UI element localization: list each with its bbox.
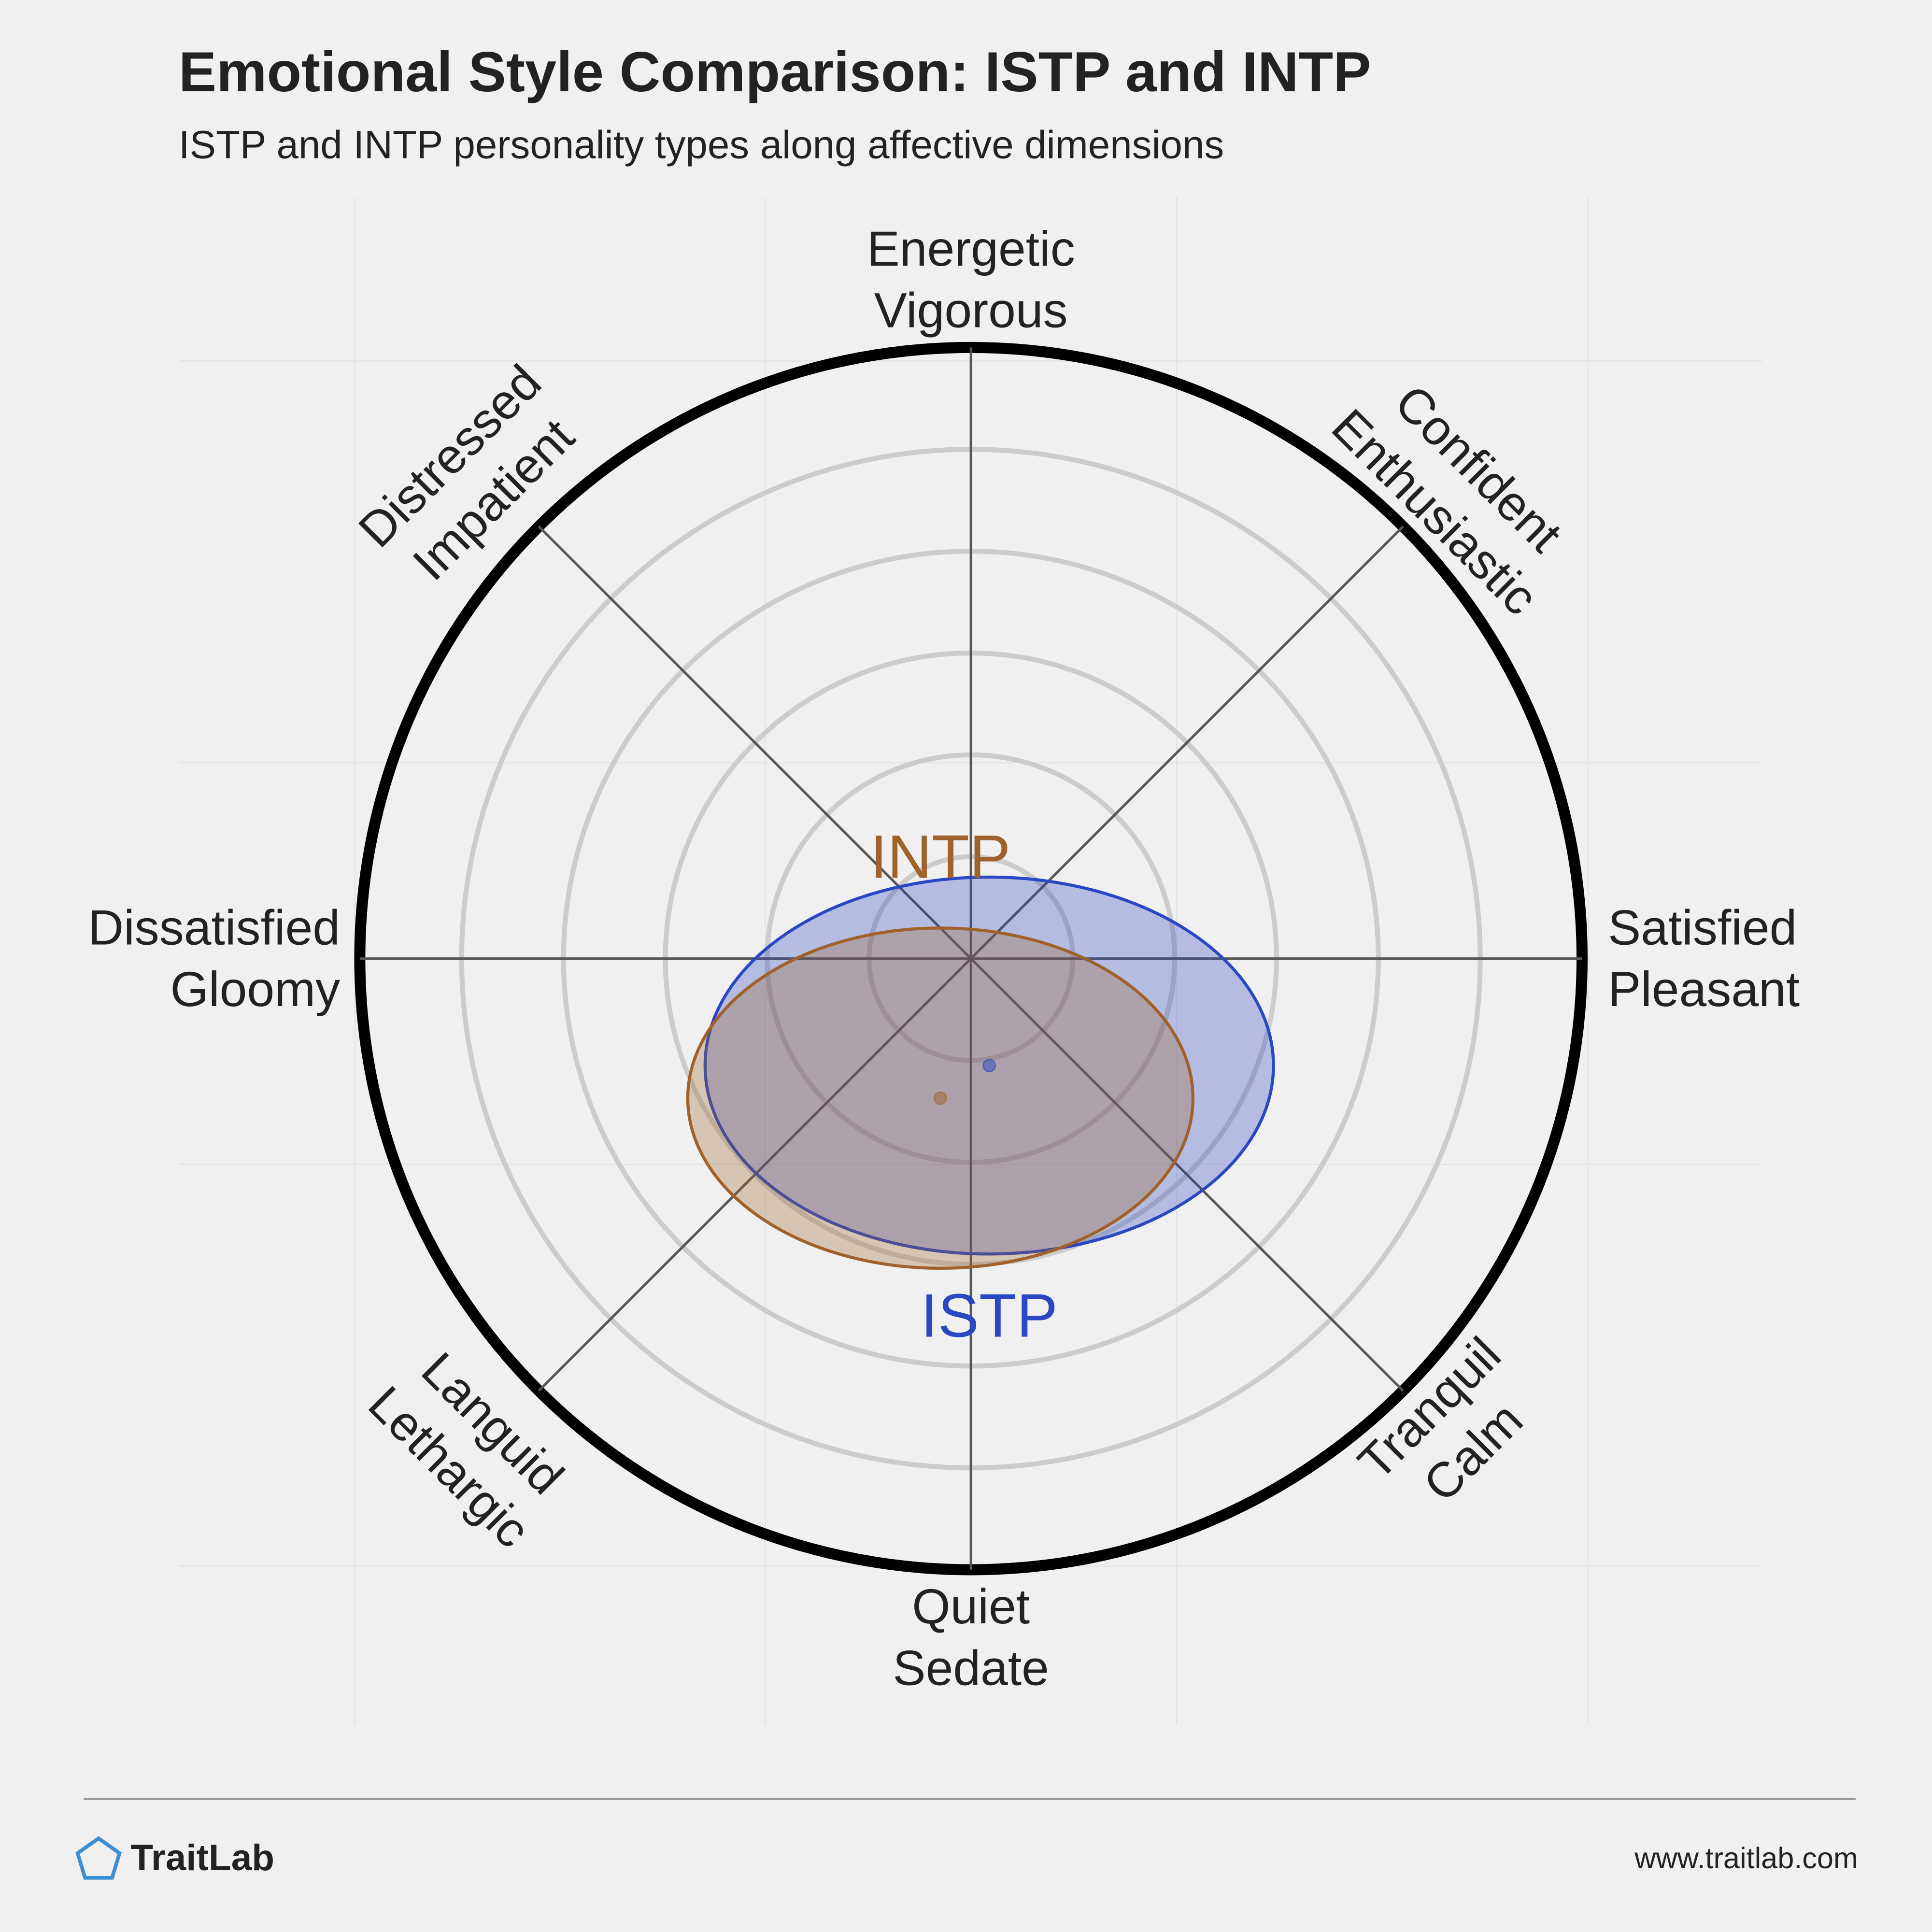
chart-title: Emotional Style Comparison: ISTP and INT…: [179, 40, 1371, 103]
axis-label-line: Quiet: [912, 1579, 1030, 1634]
axis-label: Dissatisfied Gloomy: [88, 900, 340, 1017]
axis-line: [538, 526, 1404, 1392]
series-label: ISTP: [921, 1282, 1058, 1350]
plot: EnergeticVigorousConfidentEnthusiasticSa…: [88, 221, 1800, 1696]
series-center: [933, 1091, 947, 1105]
axis-label-line: Energetic: [867, 221, 1075, 276]
series-center: [982, 1059, 996, 1073]
axis-label: Quiet Sedate: [893, 1579, 1049, 1696]
axis-label: Satisfied Pleasant: [1608, 900, 1800, 1017]
axis-label-line: Satisfied: [1608, 900, 1797, 955]
axis-label-line: Vigorous: [874, 283, 1068, 338]
axis-label-line: Gloomy: [170, 962, 341, 1017]
brand: TraitLab: [130, 1837, 274, 1878]
axis-label-line: Pleasant: [1608, 962, 1800, 1017]
url: www.traitlab.com: [1634, 1842, 1858, 1875]
chart-subtitle: ISTP and INTP personality types along af…: [179, 123, 1224, 167]
logo-icon: [75, 1836, 122, 1880]
axis-label-line: Sedate: [893, 1641, 1049, 1696]
series-label: INTP: [870, 823, 1011, 891]
axis-label-line: Dissatisfied: [88, 900, 340, 955]
axis-label: Energetic Vigorous: [867, 221, 1075, 338]
